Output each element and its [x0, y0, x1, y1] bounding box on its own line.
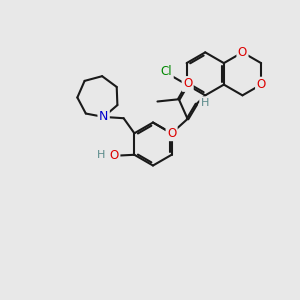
Text: O: O [167, 127, 176, 140]
Text: O: O [256, 78, 266, 91]
Text: H: H [201, 98, 209, 108]
Text: O: O [183, 77, 192, 91]
Text: N: N [99, 110, 108, 123]
Text: O: O [110, 149, 119, 162]
Text: O: O [238, 46, 247, 59]
Text: H: H [97, 150, 106, 160]
Text: Cl: Cl [161, 65, 172, 78]
